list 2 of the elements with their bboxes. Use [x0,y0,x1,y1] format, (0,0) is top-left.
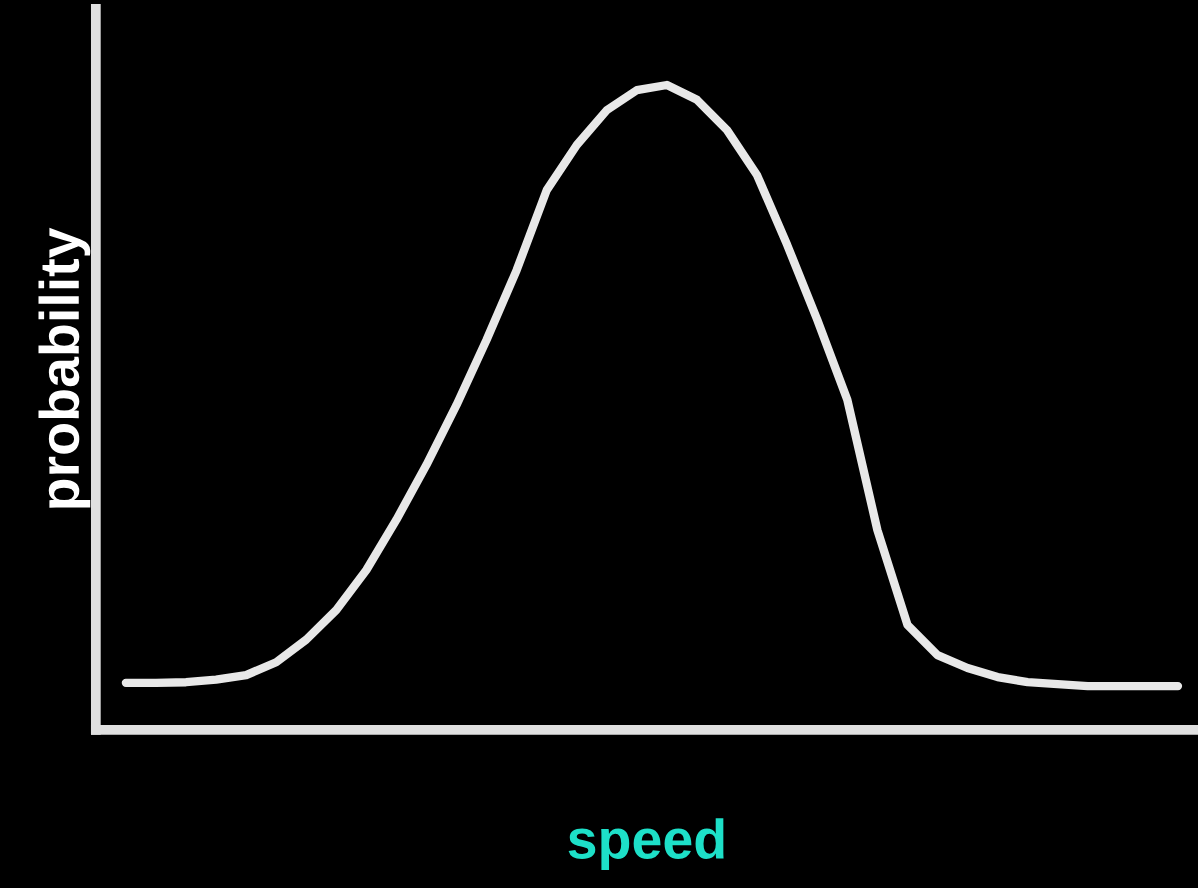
y-axis-title: probability [38,227,91,508]
x-axis-title: speed [568,818,724,870]
